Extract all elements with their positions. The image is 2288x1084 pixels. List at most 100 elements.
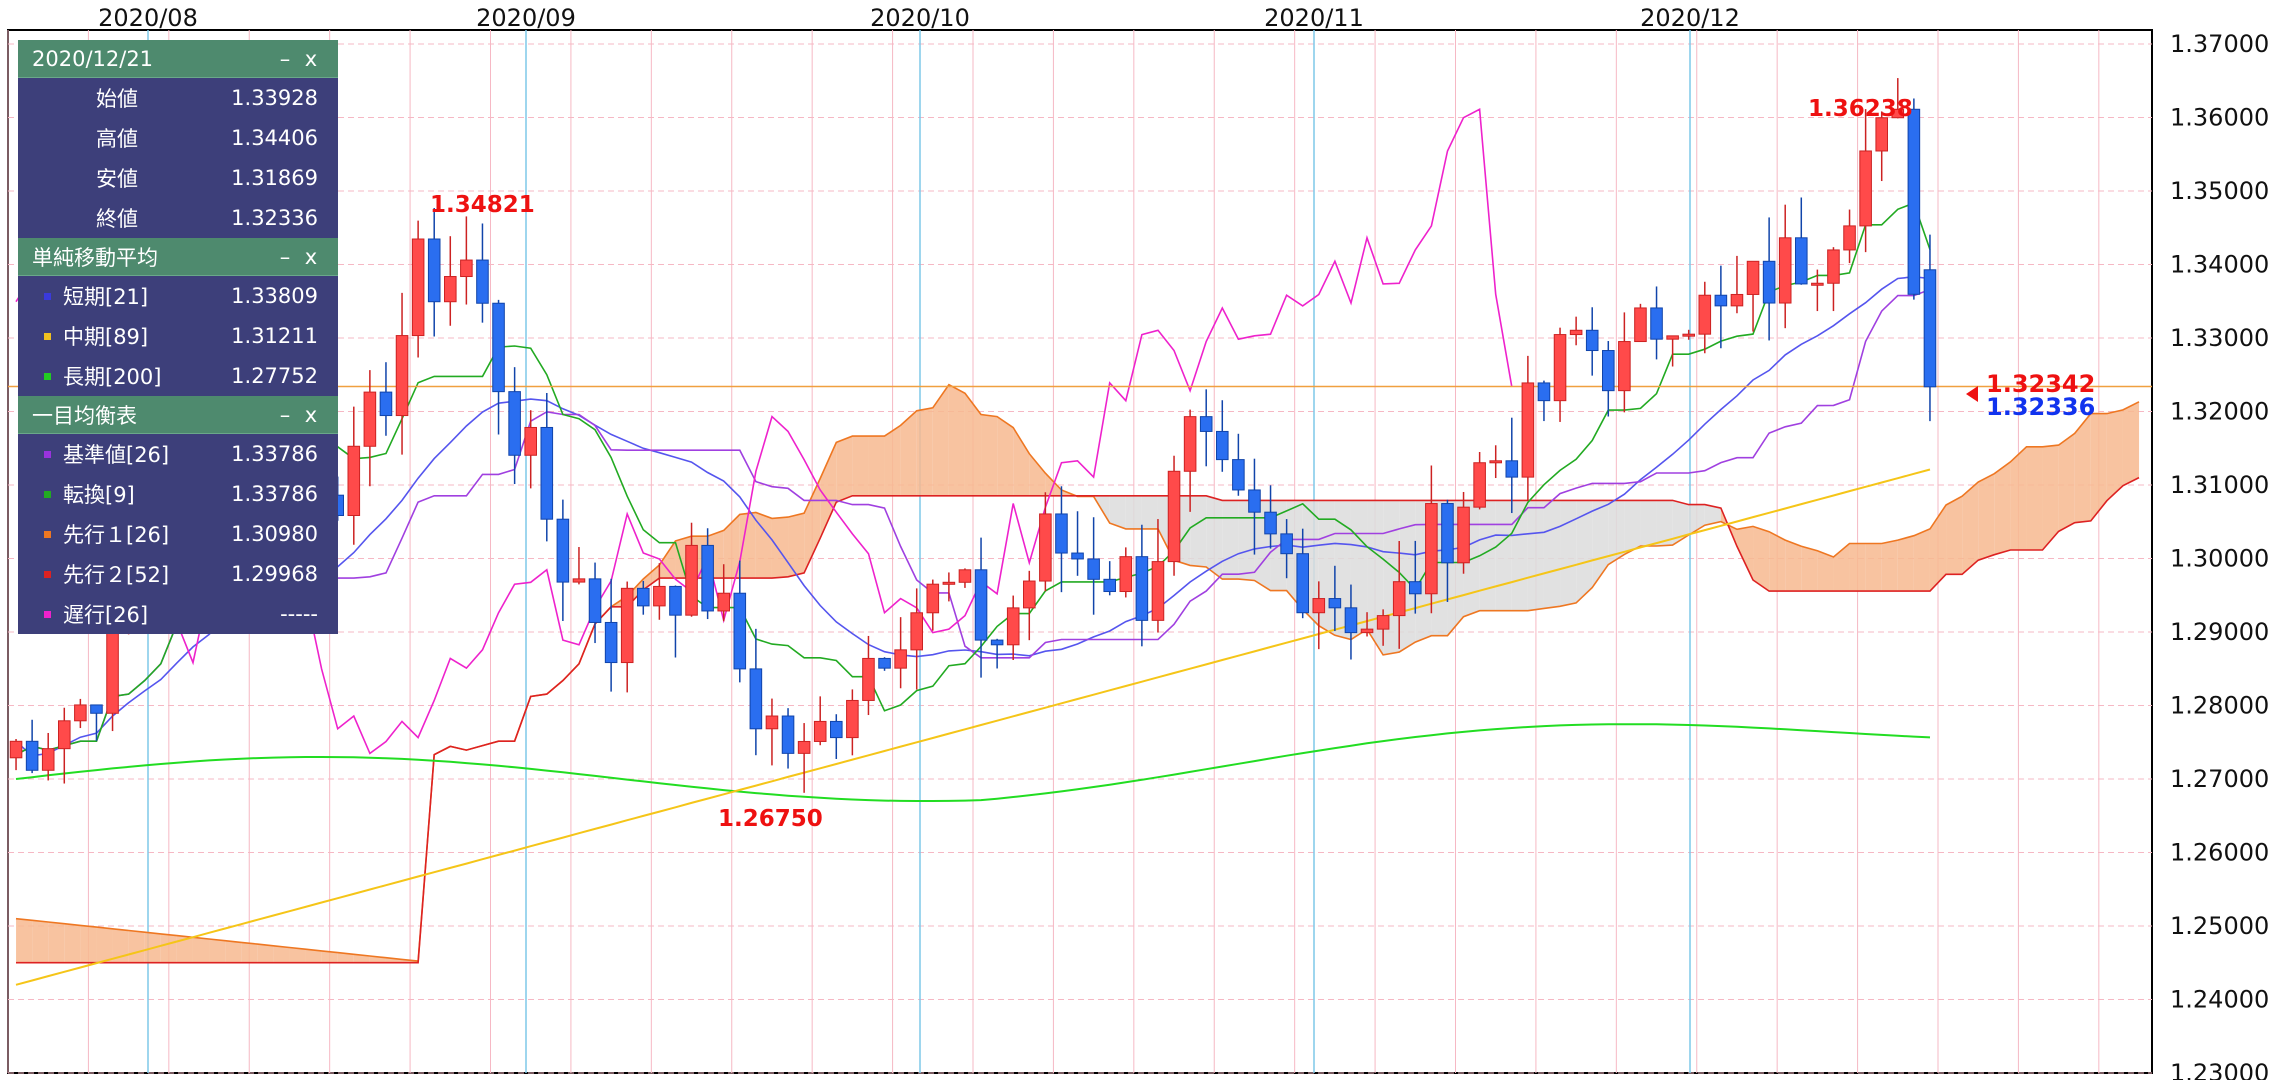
candle-body	[1151, 561, 1165, 621]
candle-body	[653, 585, 666, 607]
candle-body	[379, 391, 393, 417]
candle-body	[797, 740, 811, 754]
ichimoku-cloud	[1109, 495, 1126, 529]
ichimoku-cloud	[1576, 500, 1593, 603]
candle-body	[1569, 329, 1583, 336]
ichimoku-cloud	[1978, 473, 1995, 561]
ichimoku-cloud	[1527, 500, 1544, 611]
ichimoku-cloud	[2026, 446, 2043, 551]
minimize-icon[interactable]: –	[279, 244, 291, 269]
y-tick-label: 1.30000	[2170, 545, 2269, 573]
ichimoku-cloud	[176, 935, 193, 963]
close-icon[interactable]: x	[304, 402, 318, 427]
ichimoku-cloud	[1608, 500, 1625, 565]
candle-body	[910, 612, 923, 651]
kijun-swatch	[44, 450, 51, 458]
ichimoku-cloud	[1238, 500, 1255, 581]
candle-body	[41, 748, 55, 771]
ichimoku-cloud	[1206, 495, 1223, 580]
ichimoku-cloud	[981, 414, 998, 496]
candle-body	[1537, 382, 1551, 402]
candle-body	[1585, 329, 1599, 352]
ichimoku-row-senkou-b: 先行２[52] 1.29968	[18, 554, 338, 594]
ichimoku-cloud	[1399, 500, 1416, 653]
candle-body	[765, 715, 779, 730]
candle-body	[492, 302, 505, 393]
candle-body	[1666, 335, 1679, 340]
ohlc-row-open: 始値 1.33928	[96, 86, 318, 111]
ichimoku-cloud	[192, 937, 210, 963]
candle-body	[1762, 260, 1776, 304]
ichimoku-cloud	[1704, 504, 1721, 526]
candle-body	[572, 578, 586, 583]
candle-body	[1264, 511, 1277, 535]
minimize-icon[interactable]: –	[279, 402, 291, 427]
candle-body	[958, 569, 972, 583]
ichimoku-cloud	[1929, 505, 1947, 592]
candle-body	[90, 704, 103, 714]
ichimoku-cloud	[1785, 540, 1802, 592]
high-low-annotation: 1.34821	[430, 192, 535, 218]
candle-body	[1714, 294, 1728, 307]
high-low-annotation: 1.36238	[1808, 96, 1913, 122]
candle-body	[1167, 470, 1181, 563]
candle-body	[1183, 416, 1197, 472]
candle-body	[1521, 382, 1535, 478]
candle-body	[685, 544, 698, 616]
ichimoku-cloud	[1736, 526, 1754, 580]
ichimoku-cloud	[16, 918, 33, 963]
price-tag-bid: 1.32342	[1986, 370, 2095, 398]
candle-body	[427, 238, 441, 303]
candle-body	[1602, 350, 1615, 392]
ichimoku-row-tenkan: 転換[9] 1.33786	[18, 474, 338, 514]
close-icon[interactable]: x	[304, 244, 318, 269]
ichimoku-cloud	[1881, 540, 1898, 592]
ichimoku-cloud	[2090, 413, 2107, 521]
y-tick-label: 1.36000	[2170, 104, 2269, 132]
candle-body	[1650, 307, 1663, 340]
candle-body	[781, 715, 795, 754]
ichimoku-cloud	[1222, 500, 1239, 580]
candle-body	[1103, 578, 1116, 593]
ichimoku-cloud	[1318, 500, 1335, 636]
ohlc-row-low: 安値 1.31869	[96, 166, 318, 191]
y-tick-label: 1.34000	[2170, 251, 2269, 279]
ichimoku-cloud	[96, 927, 113, 963]
y-tick-label: 1.37000	[2170, 30, 2269, 58]
candle-body	[1312, 598, 1326, 614]
candle-body	[637, 587, 650, 607]
ichimoku-cloud	[1753, 526, 1770, 592]
ichimoku-cloud	[337, 952, 354, 963]
y-tick-label: 1.24000	[2170, 986, 2269, 1014]
x-tick-label: 2020/10	[870, 4, 970, 32]
y-tick-label: 1.32000	[2170, 398, 2269, 426]
candle-body	[942, 581, 956, 585]
senkou-a-swatch	[44, 530, 51, 538]
candle-body	[1280, 533, 1293, 555]
candle-body	[1441, 503, 1454, 564]
candle-body	[1859, 150, 1872, 227]
close-icon[interactable]: x	[304, 46, 318, 71]
ichimoku-cloud	[1817, 550, 1834, 592]
candle-body	[1344, 607, 1358, 634]
candle-body	[1618, 341, 1631, 392]
sma-long-swatch	[44, 372, 51, 380]
candle-body	[1746, 260, 1760, 295]
candle-body	[749, 668, 763, 730]
ichimoku-cloud	[964, 393, 982, 496]
candle-body	[508, 391, 521, 456]
ichimoku-cloud	[32, 920, 49, 963]
ichimoku-cloud	[1769, 531, 1786, 592]
ichimoku-cloud	[128, 930, 145, 963]
y-tick-label: 1.35000	[2170, 177, 2269, 205]
candle-body	[1811, 282, 1824, 286]
candle-body	[1505, 460, 1519, 478]
minimize-icon[interactable]: –	[279, 46, 291, 71]
ichimoku-cloud	[723, 514, 740, 579]
candle-body	[1392, 581, 1406, 617]
ichimoku-cloud	[1029, 453, 1046, 496]
candle-body	[540, 426, 554, 520]
ichimoku-cloud	[1141, 495, 1158, 529]
